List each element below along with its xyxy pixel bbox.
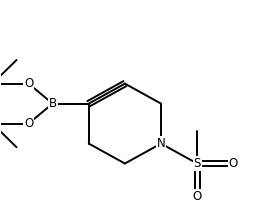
Text: S: S <box>193 157 201 170</box>
Text: O: O <box>193 190 202 203</box>
Text: B: B <box>49 97 57 110</box>
Text: N: N <box>157 137 165 150</box>
Text: O: O <box>24 77 33 90</box>
Text: O: O <box>229 157 238 170</box>
Text: O: O <box>24 117 33 130</box>
